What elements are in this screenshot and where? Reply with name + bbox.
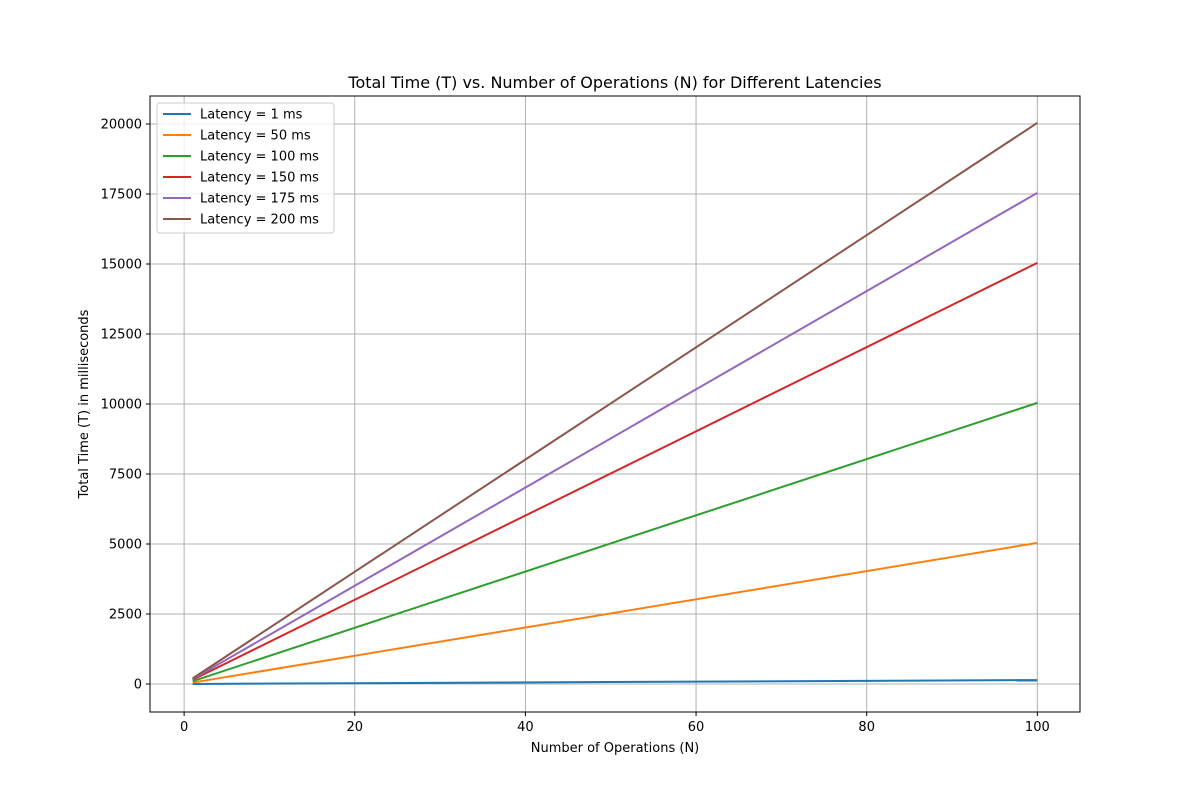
legend-box — [156, 102, 335, 234]
chart-title: Total Time (T) vs. Number of Operations … — [347, 73, 881, 92]
x-axis-label: Number of Operations (N) — [531, 741, 700, 756]
x-tick-label: 100 — [1025, 720, 1050, 735]
legend-entry: Latency = 100 ms — [200, 150, 319, 165]
x-tick-label: 0 — [180, 720, 188, 735]
x-tick-label: 40 — [517, 720, 534, 735]
series-line-6 — [192, 122, 1038, 680]
y-tick-label: 15000 — [101, 258, 142, 273]
x-tick-label: 80 — [858, 720, 875, 735]
legend-entry: Latency = 1 ms — [200, 108, 303, 123]
x-tick-label: 60 — [688, 720, 705, 735]
x-axis-ticks: 0 20 40 60 80 100 — [180, 712, 1050, 735]
series-line-3 — [192, 401, 1038, 683]
legend-entry: Latency = 150 ms — [200, 171, 319, 186]
legend-entry: Latency = 50 ms — [200, 129, 311, 144]
series-line-2 — [192, 541, 1038, 684]
y-tick-label: 12500 — [101, 328, 142, 343]
y-axis-label: Total Time (T) in milliseconds — [77, 309, 92, 499]
y-tick-label: 20000 — [101, 118, 142, 133]
y-tick-label: 5000 — [109, 538, 142, 553]
series-line-4 — [192, 261, 1038, 681]
y-tick-label: 0 — [134, 678, 142, 693]
legend-entry: Latency = 175 ms — [200, 192, 319, 207]
y-tick-label: 2500 — [109, 608, 142, 623]
y-tick-label: 10000 — [101, 398, 142, 413]
y-axis-ticks: 0 2500 5000 7500 10000 12500 15000 17500 20000 — [101, 118, 150, 693]
x-tick-label: 20 — [346, 720, 363, 735]
legend-entry: Latency = 200 ms — [200, 213, 319, 228]
series-layer — [192, 122, 1038, 685]
y-tick-label: 7500 — [109, 468, 142, 483]
series-line-1 — [192, 679, 1038, 685]
legend: Latency = 1 ms Latency = 50 ms Latency = 1… — [156, 102, 335, 234]
series-line-5 — [192, 192, 1038, 680]
y-tick-label: 17500 — [101, 188, 142, 203]
grid-layer — [150, 96, 1080, 712]
